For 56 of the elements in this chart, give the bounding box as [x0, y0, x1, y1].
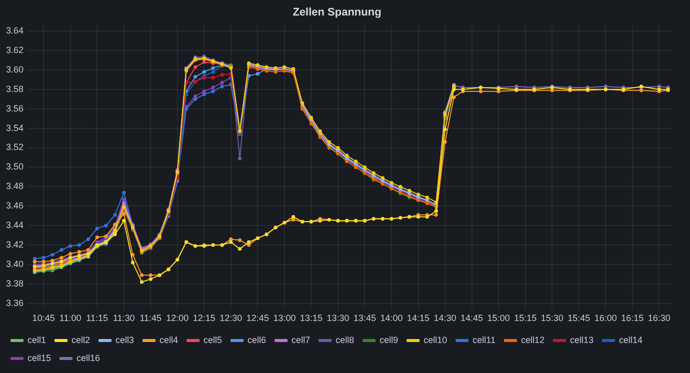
x-tick-label: 13:15 [300, 313, 322, 324]
legend-label: cell1 [28, 334, 46, 345]
x-tick-label: 15:00 [487, 313, 510, 324]
x-tick-label: 16:15 [621, 313, 644, 324]
x-tick-label: 14:00 [380, 313, 403, 324]
y-tick-label: 3.64 [6, 26, 24, 36]
legend-label: cell8 [336, 334, 354, 345]
y-tick-label: 3.38 [6, 278, 24, 288]
legend-label: cell9 [380, 334, 398, 345]
y-tick-label: 3.58 [6, 84, 24, 94]
legend-label: cell7 [292, 334, 310, 345]
legend-label: cell10 [424, 334, 448, 345]
x-tick-label: 16:30 [648, 313, 670, 324]
y-tick-label: 3.46 [6, 200, 24, 211]
y-tick-label: 3.50 [6, 162, 24, 172]
x-tick-label: 16:00 [594, 313, 617, 324]
y-tick-label: 3.52 [6, 142, 24, 152]
x-tick-label: 15:45 [568, 313, 590, 324]
x-tick-label: 13:45 [353, 313, 376, 324]
x-tick-label: 10:45 [32, 313, 55, 324]
x-tick-label: 11:15 [86, 313, 108, 324]
legend-label: cell16 [76, 352, 100, 363]
legend-label: cell5 [204, 334, 222, 345]
y-tick-label: 3.40 [6, 258, 24, 269]
y-tick-label: 3.54 [6, 122, 24, 133]
x-tick-label: 12:15 [192, 313, 216, 324]
x-tick-label: 11:30 [112, 313, 135, 324]
y-tick-label: 3.42 [6, 240, 24, 250]
x-tick-label: 14:15 [407, 313, 430, 324]
x-tick-label: 12:00 [166, 313, 189, 324]
legend-label: cell11 [472, 334, 496, 345]
legend-label: cell6 [248, 334, 266, 345]
x-tick-label: 12:45 [246, 313, 269, 324]
x-tick-label: 14:30 [434, 313, 456, 324]
y-tick-label: 3.56 [6, 103, 24, 114]
x-tick-label: 14:45 [460, 313, 484, 324]
x-tick-label: 15:15 [514, 313, 537, 324]
x-tick-label: 12:30 [220, 313, 242, 324]
y-tick-label: 3.44 [6, 220, 24, 230]
x-tick-label: 13:30 [326, 313, 350, 324]
legend-label: cell3 [116, 334, 134, 345]
x-tick-label: 11:00 [59, 313, 82, 324]
legend-label: cell12 [520, 334, 544, 345]
x-tick-label: 13:00 [273, 313, 296, 324]
legend-label: cell13 [570, 334, 594, 345]
legend-label: cell4 [160, 334, 178, 345]
legend-label: cell2 [72, 334, 90, 345]
x-tick-label: 11:45 [140, 313, 162, 324]
y-tick-label: 3.62 [6, 44, 24, 55]
chart-title: Zellen Spannung [292, 6, 382, 19]
y-tick-label: 3.60 [6, 64, 24, 74]
legend-label: cell14 [618, 334, 642, 345]
y-tick-label: 3.48 [6, 181, 24, 192]
x-tick-label: 15:30 [540, 313, 564, 324]
y-tick-label: 3.36 [6, 298, 24, 308]
legend-label: cell15 [28, 352, 52, 363]
